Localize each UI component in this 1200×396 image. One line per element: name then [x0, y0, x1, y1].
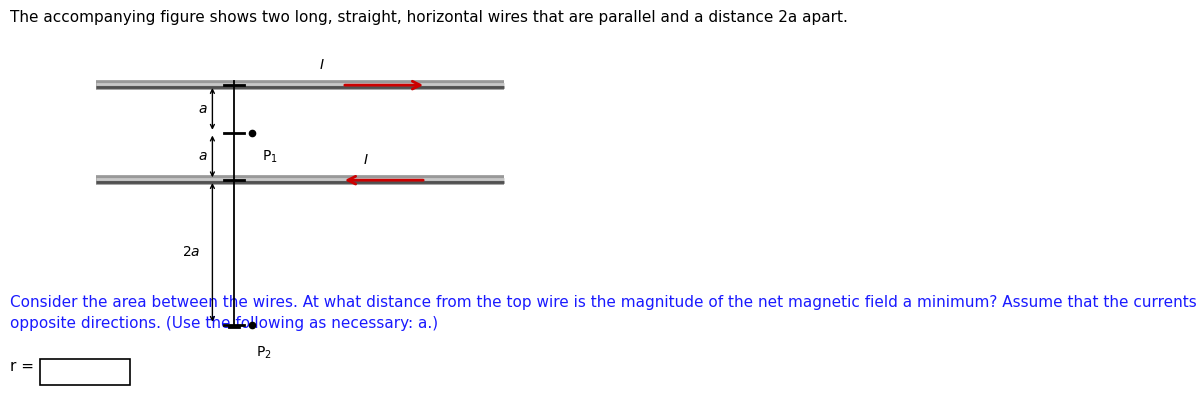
Text: $I$: $I$	[319, 58, 324, 72]
Bar	[40, 359, 130, 385]
Text: Consider the area between the wires. At what distance from the top wire is the m: Consider the area between the wires. At …	[10, 295, 1200, 331]
Text: $a$: $a$	[198, 102, 208, 116]
Text: $a$: $a$	[198, 149, 208, 164]
Text: The accompanying figure shows two long, straight, horizontal wires that are para: The accompanying figure shows two long, …	[10, 10, 847, 25]
Text: P$_1$: P$_1$	[262, 148, 277, 165]
Text: P$_2$: P$_2$	[256, 345, 271, 361]
Text: $I$: $I$	[364, 153, 368, 168]
Text: $2a$: $2a$	[182, 246, 200, 259]
Text: r =: r =	[10, 359, 34, 374]
